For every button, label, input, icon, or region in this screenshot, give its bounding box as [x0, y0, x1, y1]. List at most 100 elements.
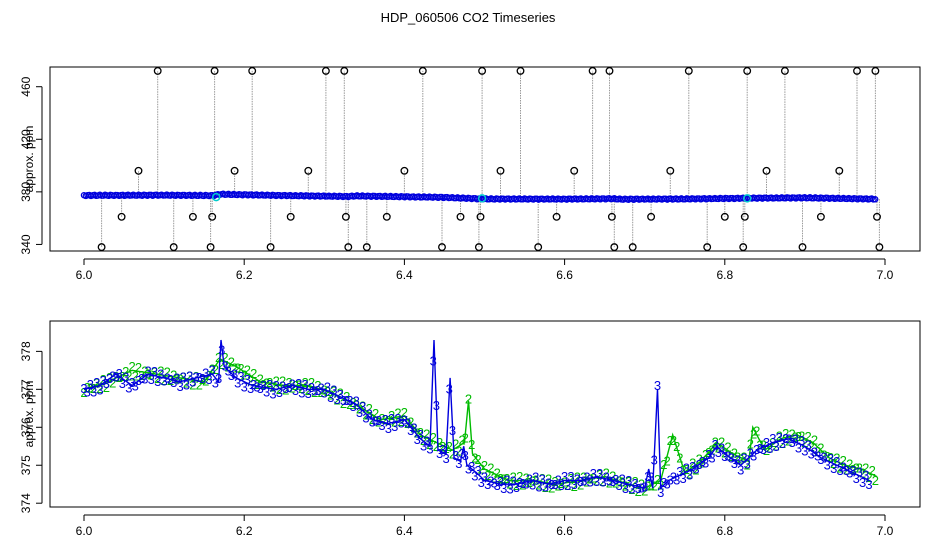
series-3-point: 3	[843, 463, 850, 478]
series-2-point: 2	[712, 435, 719, 450]
series-2-point: 2	[631, 474, 638, 489]
series-3-point: 3	[366, 407, 373, 422]
series-3-point: 3	[705, 447, 712, 462]
series-2-point: 2	[497, 471, 504, 486]
series-2-point: 2	[811, 433, 818, 448]
series-3-point: 3	[292, 383, 299, 398]
series-3-point: 3	[119, 376, 126, 391]
series-2-point: 2	[574, 469, 581, 484]
outlier-point	[762, 166, 771, 175]
series-3-point: 3	[840, 459, 847, 474]
series-3-point: 3	[90, 385, 97, 400]
series-2-point: 2	[305, 383, 312, 398]
series-3-point: 3	[209, 363, 216, 378]
series-2-point: 2	[343, 389, 350, 404]
series-3-point: 3	[580, 474, 587, 489]
series-3-point: 3	[801, 444, 808, 459]
series-3-point: 3	[221, 359, 228, 374]
series-3-point: 3	[84, 384, 91, 399]
series-3-point: 3	[311, 383, 318, 398]
bottom-panel-plot-frame	[49, 320, 921, 508]
series-2-point: 2	[817, 440, 824, 455]
series-3-point: 3	[369, 414, 376, 429]
series-2-point: 2	[234, 361, 241, 376]
series-3-point: 3	[375, 413, 382, 428]
series-2-point: 2	[468, 437, 475, 452]
series-3-point: 3	[481, 470, 488, 485]
series-3-point: 3	[619, 472, 626, 487]
series-2-point: 2	[276, 382, 283, 397]
series-3-point: 3	[298, 385, 305, 400]
series-3-point: 3	[804, 438, 811, 453]
series-2-point: 2	[205, 368, 212, 383]
series-2-point: 2	[599, 474, 606, 489]
series-2-point: 2	[170, 368, 177, 383]
series-3-point: 3	[660, 475, 667, 490]
outlier-point	[552, 212, 561, 221]
series-3-point: 3	[458, 446, 465, 461]
series-3-point: 3	[718, 441, 725, 456]
series-2-point: 2	[385, 413, 392, 428]
series-3-point: 3	[430, 354, 437, 369]
series-3-point: 3	[471, 469, 478, 484]
bottom-panel-filtered-timeseries: 2222222222222222222222222222222222222222…	[19, 320, 921, 538]
series-2-point: 2	[744, 457, 751, 472]
series-2-point: 2	[779, 436, 786, 451]
series-2-point: 2	[478, 461, 485, 476]
series-3-point: 3	[545, 475, 552, 490]
series-3-point: 3	[551, 477, 558, 492]
baseline-point	[871, 196, 879, 203]
series-3-point: 3	[337, 387, 344, 402]
series-3-point: 3	[353, 394, 360, 409]
series-3-point: 3	[737, 463, 744, 478]
series-3-point: 3	[241, 379, 248, 394]
outlier-point	[684, 66, 693, 75]
series-3-point: 3	[599, 475, 606, 490]
series-3-point: 3	[535, 480, 542, 495]
series-3-point: 3	[398, 415, 405, 430]
series-3-point: 3	[225, 364, 232, 379]
series-3-point: 3	[574, 471, 581, 486]
series-3-point: 3	[151, 364, 158, 379]
series-3-point: 3	[788, 435, 795, 450]
series-2-point: 2	[225, 360, 232, 375]
series-3-point: 3	[628, 482, 635, 497]
series-3-point: 3	[756, 441, 763, 456]
series-3-point: 3	[343, 393, 350, 408]
series-2-point: 2	[638, 477, 645, 492]
y-tick-label: 375	[19, 455, 33, 475]
series-2-point: 2	[718, 435, 725, 450]
x-tick-label: 6.6	[556, 268, 573, 282]
series-3-point: 3	[417, 427, 424, 442]
series-2-point: 2	[824, 449, 831, 464]
series-3-point: 3	[112, 370, 119, 385]
series-2-point: 2	[346, 397, 353, 412]
series-2-point: 2	[724, 439, 731, 454]
series-3-point: 3	[686, 468, 693, 483]
series-3-point: 3	[132, 379, 139, 394]
top-panel-raw-timeseries: 6.0 6.2 6.4 6.6 6.8 7.0 340 380 420 460 approx. …	[19, 66, 921, 282]
series-2-point: 2	[135, 360, 142, 375]
series-3-point: 3	[80, 381, 87, 396]
series-2-point: 2	[311, 385, 318, 400]
series-2-point: 2	[487, 461, 494, 476]
series-2-point: 2	[663, 454, 670, 469]
series-2-point: 2	[186, 368, 193, 383]
x-tick-label: 6.2	[236, 524, 253, 538]
series-2-point: 2	[567, 471, 574, 486]
series-3-point: 3	[587, 475, 594, 490]
series-2-point: 2	[167, 373, 174, 388]
series-3-point: 3	[513, 480, 520, 495]
series-3-point: 3	[865, 477, 872, 492]
outlier-point	[740, 212, 749, 221]
outlier-point	[780, 66, 789, 75]
outlier-point	[418, 66, 427, 75]
series-3-point: 3	[160, 373, 167, 388]
bottom-panel-x-axis: 6.0 6.2 6.4 6.6 6.8 7.0	[76, 514, 894, 538]
series-3-point: 3	[782, 431, 789, 446]
series-2-point: 2	[452, 437, 459, 452]
series-3-point: 3	[740, 451, 747, 466]
series-3-point: 3	[494, 478, 501, 493]
series-3-point: 3	[109, 368, 116, 383]
